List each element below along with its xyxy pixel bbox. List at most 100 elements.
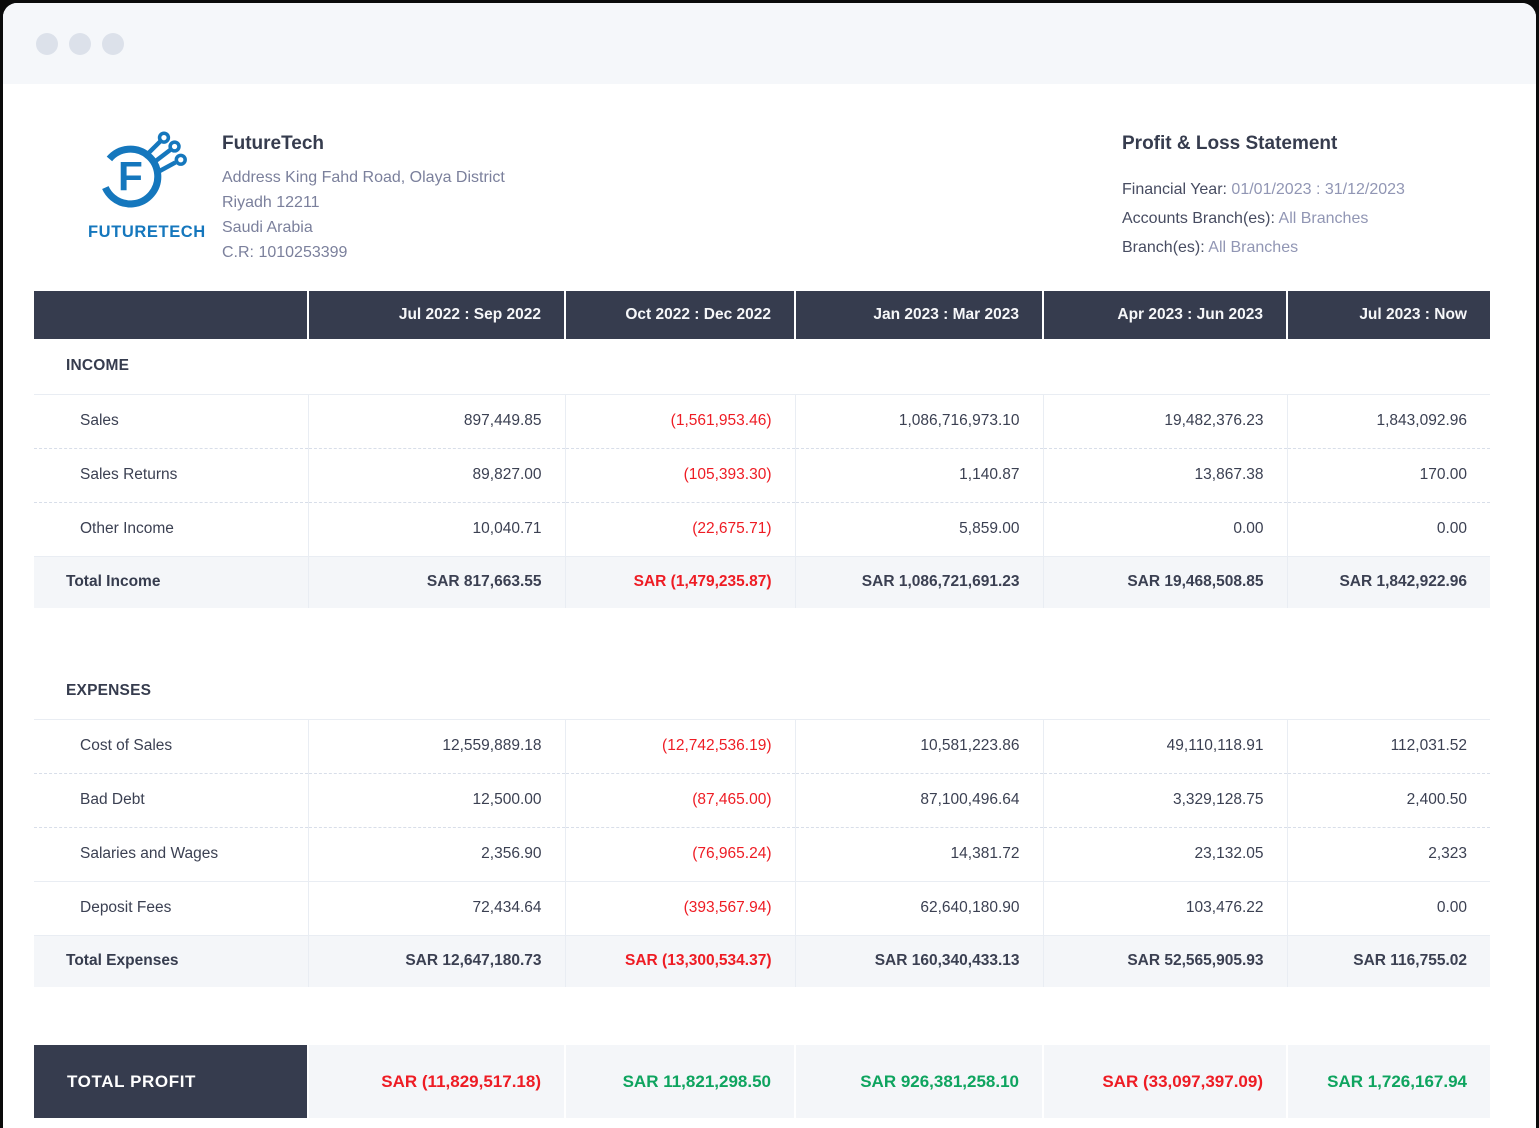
expenses-section-header: EXPENSES [34, 664, 1490, 720]
financial-year-field: Financial Year: 01/01/2023 : 31/12/2023 [1122, 175, 1462, 204]
amount-cell: 23,132.05 [1042, 827, 1287, 882]
futuretech-logo-icon: F [99, 131, 187, 208]
branches-field: Branch(es): All Branches [1122, 233, 1462, 262]
amount-cell: (12,742,536.19) [564, 719, 795, 774]
address-line: Riyadh 12211 [222, 194, 320, 211]
logo-wordmark: FUTURETECH [88, 223, 206, 241]
amount-cell: (105,393.30) [564, 448, 795, 503]
svg-text:F: F [118, 154, 143, 200]
total-amount-cell: SAR 12,647,180.73 [307, 935, 565, 987]
table-row-sales-returns: Sales Returns 89,827.00 (105,393.30) 1,1… [34, 448, 1490, 503]
amount-cell: 62,640,180.90 [794, 881, 1043, 936]
company-info: FutureTech Address King Fahd Road, Olaya… [222, 130, 505, 291]
total-label: Total Income [34, 556, 308, 608]
amount-cell: 14,381.72 [794, 827, 1043, 882]
app-window: F FUTURETECH FutureTech Address King Fah… [3, 3, 1536, 1128]
amount-cell: 5,859.00 [794, 502, 1043, 557]
section-spacer [34, 987, 1490, 1045]
amount-cell: 103,476.22 [1042, 881, 1287, 936]
total-amount-cell: SAR 52,565,905.93 [1042, 935, 1287, 987]
total-profit-label: TOTAL PROFIT [34, 1045, 308, 1118]
profit-amount-cell: SAR (11,829,517.18) [307, 1045, 565, 1118]
table-header-row: Jul 2022 : Sep 2022 Oct 2022 : Dec 2022 … [34, 291, 1490, 339]
accounts-branches-value: All Branches [1278, 210, 1369, 227]
amount-cell: (76,965.24) [564, 827, 795, 882]
amount-cell: 3,329,128.75 [1042, 773, 1287, 828]
amount-cell: 1,843,092.96 [1286, 394, 1490, 449]
amount-cell: 19,482,376.23 [1042, 394, 1287, 449]
total-amount-cell: SAR 1,086,721,691.23 [794, 556, 1043, 608]
window-controls [36, 32, 124, 55]
accounts-branches-field: Accounts Branch(es): All Branches [1122, 204, 1462, 233]
row-label: Bad Debt [34, 773, 308, 828]
row-label: Cost of Sales [34, 719, 308, 774]
table-row-bad-debt: Bad Debt 12,500.00 (87,465.00) 87,100,49… [34, 773, 1490, 828]
amount-cell: 1,140.87 [794, 448, 1043, 503]
amount-cell: 2,323 [1286, 827, 1490, 882]
row-label: Other Income [34, 502, 308, 557]
section-label: INCOME [34, 339, 1490, 395]
total-amount-cell: SAR (13,300,534.37) [564, 935, 795, 987]
amount-cell: (393,567.94) [564, 881, 795, 936]
amount-cell: 87,100,496.64 [794, 773, 1043, 828]
report-meta-block: Profit & Loss Statement Financial Year: … [1122, 130, 1462, 291]
window-control-dot[interactable] [102, 32, 124, 55]
amount-cell: 10,040.71 [307, 502, 565, 557]
company-logo: F FUTURETECH [88, 130, 206, 291]
amount-cell: 2,356.90 [307, 827, 565, 882]
company-block: F FUTURETECH FutureTech Address King Fah… [88, 130, 505, 291]
row-label: Sales Returns [34, 448, 308, 503]
column-header: Jan 2023 : Mar 2023 [794, 291, 1043, 339]
column-header: Apr 2023 : Jun 2023 [1042, 291, 1287, 339]
row-label: Salaries and Wages [34, 827, 308, 882]
total-amount-cell: SAR (1,479,235.87) [564, 556, 795, 608]
table-row-salaries-wages: Salaries and Wages 2,356.90 (76,965.24) … [34, 827, 1490, 882]
address-line: Address King Fahd Road, Olaya District [222, 169, 505, 186]
section-spacer [34, 608, 1490, 664]
amount-cell: 2,400.50 [1286, 773, 1490, 828]
amount-cell: (1,561,953.46) [564, 394, 795, 449]
amount-cell: 0.00 [1042, 502, 1287, 557]
column-header: Jul 2022 : Sep 2022 [307, 291, 565, 339]
section-label: EXPENSES [34, 664, 1490, 720]
amount-cell: 12,559,889.18 [307, 719, 565, 774]
total-amount-cell: SAR 160,340,433.13 [794, 935, 1043, 987]
amount-cell: 0.00 [1286, 502, 1490, 557]
address-line: C.R: 1010253399 [222, 244, 348, 261]
amount-cell: (87,465.00) [564, 773, 795, 828]
total-amount-cell: SAR 116,755.02 [1286, 935, 1490, 987]
total-profit-row: TOTAL PROFIT SAR (11,829,517.18) SAR 11,… [34, 1045, 1490, 1118]
amount-cell: 1,086,716,973.10 [794, 394, 1043, 449]
profit-amount-cell: SAR 926,381,258.10 [794, 1045, 1043, 1118]
amount-cell: 112,031.52 [1286, 719, 1490, 774]
amount-cell: 12,500.00 [307, 773, 565, 828]
report-title: Profit & Loss Statement [1122, 133, 1338, 154]
address-line: Saudi Arabia [222, 219, 313, 236]
total-amount-cell: SAR 817,663.55 [307, 556, 565, 608]
amount-cell: 72,434.64 [307, 881, 565, 936]
table-row-cost-of-sales: Cost of Sales 12,559,889.18 (12,742,536.… [34, 719, 1490, 774]
branches-value: All Branches [1208, 239, 1299, 256]
branches-label: Branch(es): [1122, 239, 1205, 256]
window-titlebar [3, 3, 1536, 84]
amount-cell: 89,827.00 [307, 448, 565, 503]
column-header: Oct 2022 : Dec 2022 [564, 291, 795, 339]
amount-cell: 13,867.38 [1042, 448, 1287, 503]
amount-cell: 49,110,118.91 [1042, 719, 1287, 774]
column-header: Jul 2023 : Now [1286, 291, 1490, 339]
total-label: Total Expenses [34, 935, 308, 987]
table-row-deposit-fees: Deposit Fees 72,434.64 (393,567.94) 62,6… [34, 881, 1490, 936]
window-control-dot[interactable] [36, 32, 58, 55]
company-name: FutureTech [222, 133, 325, 154]
amount-cell: 0.00 [1286, 881, 1490, 936]
financial-year-value: 01/01/2023 : 31/12/2023 [1231, 181, 1405, 198]
table-row-other-income: Other Income 10,040.71 (22,675.71) 5,859… [34, 502, 1490, 557]
row-label: Deposit Fees [34, 881, 308, 936]
corner-header-cell [34, 291, 308, 339]
amount-cell: 170.00 [1286, 448, 1490, 503]
accounts-branches-label: Accounts Branch(es): [1122, 210, 1275, 227]
company-address: Address King Fahd Road, Olaya District R… [222, 165, 505, 265]
profit-amount-cell: SAR 11,821,298.50 [564, 1045, 795, 1118]
window-control-dot[interactable] [69, 32, 91, 55]
profit-amount-cell: SAR (33,097,397.09) [1042, 1045, 1287, 1118]
